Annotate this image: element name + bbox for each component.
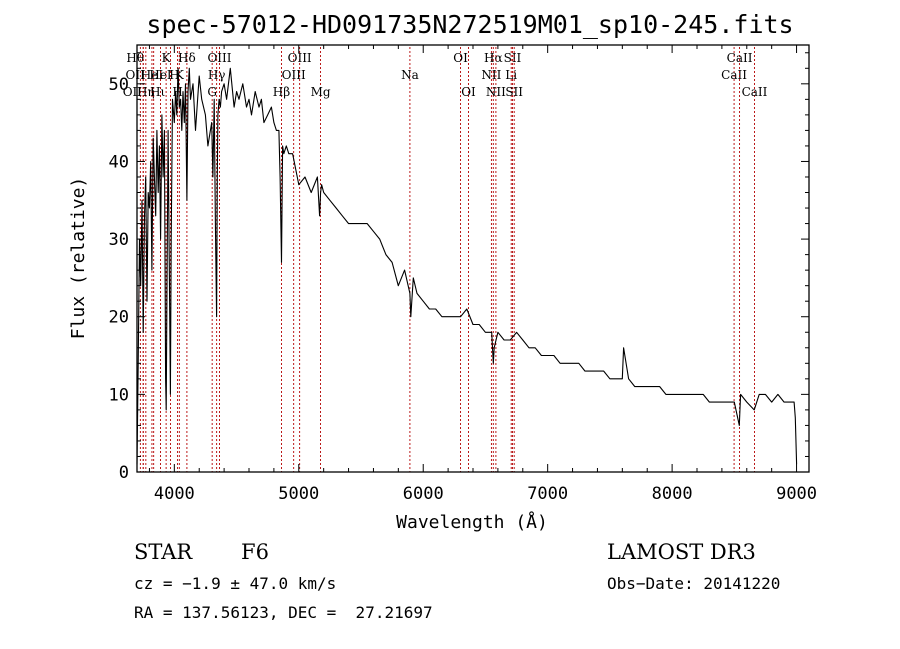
- y-tick-label-4: 40: [109, 152, 129, 172]
- line-marker-label-4: HeI: [141, 68, 164, 82]
- plot-frame: [136, 44, 810, 473]
- line-marker-label-5: Hι: [150, 85, 165, 99]
- line-marker-label-23: Hα: [484, 51, 503, 65]
- line-marker-label-8: H: [169, 68, 179, 82]
- x-axis-label: Wavelength (Å): [396, 511, 548, 533]
- line-marker-label-28: CaII: [721, 68, 747, 82]
- line-marker-label-24: NII: [486, 85, 506, 99]
- coordinates-line: RA = 137.56123, DEC = 27.21697: [134, 603, 433, 622]
- x-tick-label-4: 8000: [652, 484, 693, 504]
- line-marker-label-21: OI: [461, 85, 476, 99]
- line-marker-label-18: Mg: [311, 85, 331, 99]
- line-marker-label-20: OI: [453, 51, 468, 65]
- y-tick-label-3: 30: [109, 230, 129, 250]
- x-tick-label-0: 4000: [154, 484, 195, 504]
- obs-date: Obs−Date: 20141220: [607, 574, 781, 593]
- line-marker-label-15: Hβ: [273, 85, 290, 99]
- x-tick-label-1: 5000: [278, 484, 319, 504]
- line-marker-label-29: CaII: [727, 51, 753, 65]
- redshift-line: cz = −1.9 ± 47.0 km/s: [134, 574, 337, 593]
- y-tick-label-0: 0: [119, 463, 129, 483]
- x-tick-label-2: 6000: [403, 484, 444, 504]
- line-marker-label-19: Na: [401, 68, 419, 82]
- line-marker-label-17: OIII: [288, 51, 312, 65]
- line-marker-label-10: Hδ: [178, 51, 196, 65]
- y-tick-label-2: 20: [109, 308, 129, 328]
- y-axis-label: Flux (relative): [68, 177, 89, 340]
- x-tick-label-3: 7000: [527, 484, 568, 504]
- object-class: STAR: [134, 540, 193, 564]
- tick-layer: 4000 5000 6000 7000 8000 9000 0 10 20 30 40 50: [109, 45, 817, 504]
- line-marker-label-26: SII: [504, 51, 522, 65]
- line-marker-label-16: OIII: [282, 68, 306, 82]
- line-marker-label-30: CaII: [742, 85, 768, 99]
- spectrum-line-0: [136, 67, 798, 465]
- line-marker-label-22: NII: [481, 68, 501, 82]
- line-marker-label-13: Hγ: [208, 68, 226, 82]
- y-tick-label-5: 50: [109, 75, 129, 95]
- line-marker-label-3: OII: [126, 68, 146, 82]
- survey-name: LAMOST DR3: [607, 540, 756, 564]
- line-marker-label-7: K: [162, 51, 172, 65]
- line-marker-label-0: Hθ: [126, 51, 144, 65]
- line-marker-label-14: OIII: [207, 51, 231, 65]
- chart-title: spec-57012-HD091735N272519M01_sp10-245.f…: [146, 10, 793, 39]
- line-marker-label-11: K: [175, 68, 185, 82]
- line-marker-label-1: Hη: [137, 85, 155, 99]
- y-tick-label-1: 10: [109, 385, 129, 405]
- line-marker-label-27: SII: [505, 85, 523, 99]
- line-marker-layer: HθHηOIIOIIHeIHιHeIKHHHδKGHγOIIIHβOIIIOII…: [123, 47, 768, 472]
- x-tick-label-5: 9000: [776, 484, 817, 504]
- subclass: F6: [241, 540, 269, 564]
- line-marker-label-25: Li: [505, 68, 517, 82]
- line-marker-label-12: G: [207, 85, 217, 99]
- series-layer: [136, 67, 798, 465]
